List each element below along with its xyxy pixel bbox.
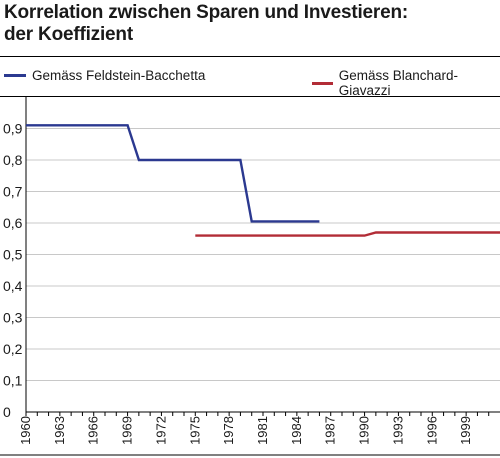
x-tick-label: 1963 (52, 416, 67, 445)
legend-swatch-blanchard-giavazzi (312, 81, 333, 85)
chart-title-line-1: Korrelation zwischen Sparen und Investie… (4, 2, 409, 23)
legend-label-feldstein-bacchetta: Gemäss Feldstein-Bacchetta (32, 68, 206, 83)
y-tick-label: 0 (3, 404, 11, 420)
legend-swatch-feldstein-bacchetta (4, 74, 26, 77)
y-tick-label: 0,5 (3, 247, 23, 263)
series-line-feldstein-bacchetta (26, 124, 320, 223)
series-line-blanchard-giavazzi (195, 231, 500, 237)
x-tick-label: 1984 (289, 416, 304, 445)
x-tick-label: 1975 (187, 416, 202, 445)
y-tick-label: 0,6 (3, 215, 23, 231)
legend-divider (0, 96, 500, 97)
y-tick-label: 0,1 (3, 373, 23, 389)
y-tick-label: 0,2 (3, 341, 23, 357)
x-tick-label: 1993 (390, 416, 405, 445)
legend-item-feldstein-bacchetta: Gemäss Feldstein-Bacchetta (4, 68, 205, 83)
legend-item-blanchard-giavazzi: Gemäss Blanchard-Giavazzi (312, 68, 500, 98)
x-tick-label: 1999 (458, 416, 473, 445)
y-tick-label: 0,9 (3, 121, 23, 137)
x-tick-label: 1978 (221, 416, 236, 445)
title-divider (0, 56, 500, 57)
y-tick-label: 0,8 (3, 152, 23, 168)
y-tick-label: 0,3 (3, 310, 23, 326)
y-tick-label: 0,4 (3, 278, 23, 294)
chart-title: Korrelation zwischen Sparen und Investie… (4, 2, 496, 46)
x-tick-label: 1987 (323, 416, 338, 445)
x-tick-label: 1969 (120, 416, 135, 445)
chart-title-line-2: der Koeffizient (4, 24, 133, 45)
legend-label-blanchard-giavazzi: Gemäss Blanchard-Giavazzi (338, 68, 459, 98)
x-tick-label: 1966 (86, 416, 101, 445)
x-tick-label: 1996 (424, 416, 439, 445)
x-tick-label: 1990 (357, 416, 372, 445)
x-tick-label: 1960 (18, 416, 33, 445)
y-tick-label: 0,7 (3, 184, 23, 200)
x-tick-label: 1972 (153, 416, 168, 445)
x-tick-label: 1981 (255, 416, 270, 445)
